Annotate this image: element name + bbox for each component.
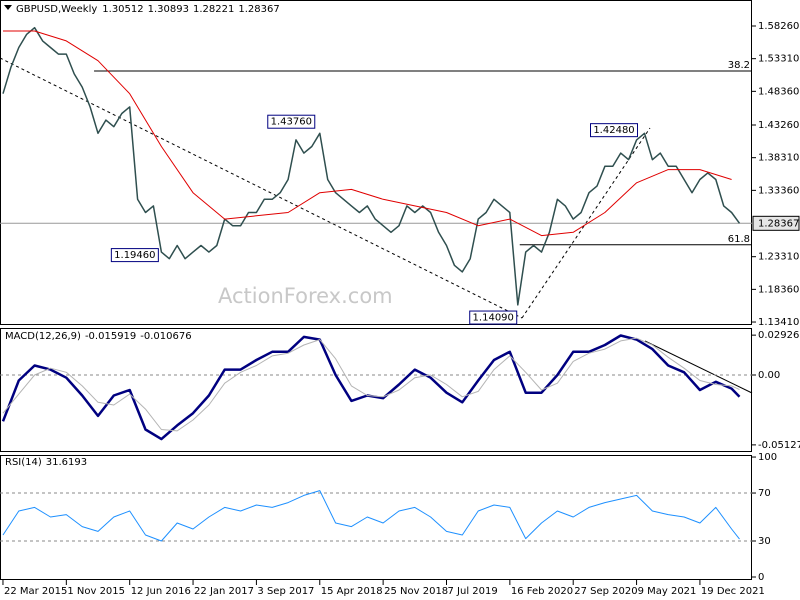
panel-border (0, 0, 752, 325)
y-tick-label: 1.38310 (758, 153, 799, 164)
y-tick-label: 1.43260 (758, 120, 799, 131)
quote-high: 1.30893 (148, 4, 189, 15)
x-tick-label: 22 Jan 2017 (194, 586, 254, 597)
fib-label: 61.8 (728, 234, 750, 245)
panel-border (0, 455, 752, 580)
price-header: GBPUSD,Weekly 1.30512 1.30893 1.28221 1.2836… (16, 4, 280, 15)
x-tick-label: 7 Jul 2019 (447, 586, 497, 597)
series-line (2, 490, 740, 542)
price-annotation-box (469, 310, 518, 325)
y-tick-label: 1.53310 (758, 54, 799, 65)
rsi-value: 31.6193 (46, 457, 87, 468)
y-tick-label: 1.48360 (758, 86, 799, 97)
quote-close: 1.28367 (238, 4, 279, 15)
y-tick-label: 30 (758, 536, 771, 547)
menu-triangle[interactable] (4, 5, 12, 10)
x-tick-label: 22 Mar 2015 (4, 586, 67, 597)
panel-border (0, 328, 752, 452)
y-tick-label: 0.00 (758, 370, 780, 381)
price-annotation-box (590, 123, 639, 138)
current-price-label: 1.28367 (758, 218, 799, 229)
y-tick-label: 1.23310 (758, 252, 799, 263)
y-tick-label: 70 (758, 488, 771, 499)
x-tick-label: 15 Apr 2018 (321, 586, 383, 597)
series-line (1, 334, 741, 441)
price-annotation: 1.43760 (271, 117, 312, 128)
quote-open: 1.30512 (102, 4, 143, 15)
macd-header: MACD(12,26,9) -0.015919 -0.010676 (5, 331, 192, 342)
y-tick-label: 1.13410 (758, 317, 799, 328)
price-annotation-box (110, 248, 159, 263)
y-tick-label: 1.18360 (758, 284, 799, 295)
series-line (3, 30, 732, 237)
x-tick-label: 25 Nov 2018 (384, 586, 448, 597)
x-tick-label: 3 Sep 2017 (257, 586, 314, 597)
symbol-title: GBPUSD,Weekly (16, 4, 97, 15)
series-line (2, 337, 740, 432)
y-tick-label: -0.051279 (758, 440, 800, 451)
current-price-box (752, 215, 800, 231)
watermark: ActionForex.com (218, 284, 393, 308)
x-tick-label: 27 Sep 2020 (574, 586, 637, 597)
price-annotation: 1.14090 (473, 313, 514, 324)
x-tick-label: 19 Dec 2021 (701, 586, 765, 597)
x-tick-label: 9 May 2021 (638, 586, 697, 597)
signal-value: -0.010676 (140, 331, 191, 342)
x-tick-label: 1 Nov 2015 (67, 586, 125, 597)
macd-trend-line (644, 340, 753, 394)
rsi-title: RSI(14) (5, 457, 42, 468)
trend-line (0, 57, 523, 319)
price-annotation: 1.19460 (114, 250, 155, 261)
macd-title: MACD(12,26,9) (5, 331, 81, 342)
y-tick-label: 1.58260 (758, 21, 799, 32)
macd-value: -0.015919 (85, 331, 136, 342)
price-annotation-box (267, 114, 316, 129)
fib-label: 38.2 (728, 60, 750, 71)
y-tick-label: 0 (758, 572, 764, 583)
x-tick-label: 12 Jun 2016 (131, 586, 191, 597)
y-tick-label: 0.029261 (758, 330, 800, 341)
price-annotation: 1.42480 (593, 125, 634, 136)
quote-low: 1.28221 (193, 4, 234, 15)
y-tick-label: 100 (758, 452, 777, 463)
series-line (2, 26, 741, 306)
y-tick-label: 1.33360 (758, 185, 799, 196)
rsi-header: RSI(14) 31.6193 (5, 457, 87, 468)
x-tick-label: 16 Feb 2020 (511, 586, 573, 597)
